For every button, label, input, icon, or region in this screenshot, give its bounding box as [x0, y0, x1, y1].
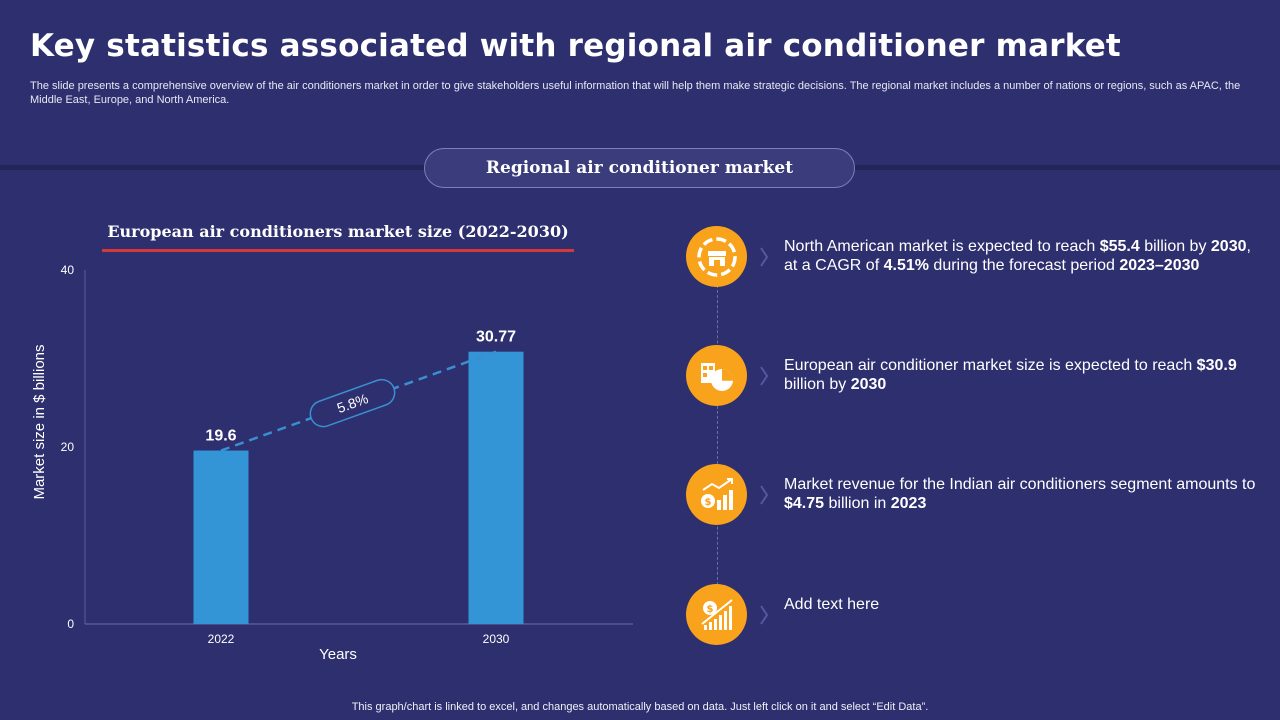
stat-highlight: 2023	[890, 495, 927, 512]
stat-text-part: North American market is expected to rea…	[784, 238, 1100, 255]
revenue-growth-icon: $	[686, 464, 747, 525]
stat-text: European air conditioner market size is …	[784, 356, 1264, 394]
x-axis-title: Years	[319, 646, 357, 663]
stat-highlight: $55.4	[1099, 238, 1140, 255]
chevron-right-icon	[760, 485, 769, 505]
stat-row-india: $ Market revenue for the Indian air cond…	[686, 464, 1266, 526]
x-tick-label: 2022	[208, 632, 235, 646]
x-tick-label: 2030	[483, 632, 510, 646]
stat-highlight: 4.51%	[883, 257, 929, 274]
dollar-growth-chart-icon: $	[686, 584, 747, 645]
stat-text: Market revenue for the Indian air condit…	[784, 475, 1264, 513]
chevron-right-icon	[760, 247, 769, 267]
stat-text-part: Market revenue for the Indian air condit…	[784, 476, 1256, 493]
stat-row-north-america: North American market is expected to rea…	[686, 226, 1266, 288]
stat-text-part: billion by	[784, 376, 851, 393]
data-label: 30.77	[476, 329, 516, 346]
stat-text: North American market is expected to rea…	[784, 237, 1264, 275]
chevron-right-icon	[760, 366, 769, 386]
svg-text:$: $	[704, 497, 711, 508]
growth-trend-line	[220, 350, 497, 452]
data-label: 19.6	[205, 428, 236, 445]
bar	[468, 351, 524, 624]
stat-row-europe: European air conditioner market size is …	[686, 345, 1266, 407]
chart-title: European air conditioners market size (2…	[107, 222, 569, 241]
y-tick-label: 40	[61, 263, 75, 277]
stat-highlight: $30.9	[1196, 357, 1237, 374]
chart-title-underline	[102, 249, 574, 252]
timeline-connector	[717, 285, 718, 585]
y-tick-label: 0	[67, 617, 74, 631]
stat-highlight: $4.75	[784, 495, 825, 512]
footer-note: This graph/chart is linked to excel, and…	[351, 701, 929, 713]
shop-icon	[686, 226, 747, 287]
stat-text-part: European air conditioner market size is …	[784, 357, 1197, 374]
chevron-right-icon	[760, 605, 769, 625]
svg-text:$: $	[706, 604, 713, 615]
pie-chart-icon	[686, 345, 747, 406]
cagr-pill	[309, 378, 396, 428]
stat-text: Add text here	[784, 595, 1264, 614]
section-heading: Regional air conditioner market	[424, 148, 855, 188]
stat-highlight: 2030	[1210, 238, 1247, 255]
stat-row-add-text: $ Add text here	[686, 584, 1266, 646]
bar-chart: 0 20 40 19.6 2022 30.77 2030 5.8% Years Market si…	[31, 263, 633, 663]
cagr-annotation: 5.8%	[309, 378, 396, 428]
stat-highlight: 2023–2030	[1119, 257, 1200, 274]
page-title: Key statistics associated with regional …	[30, 28, 1121, 64]
stat-text-part: billion by	[1139, 238, 1211, 255]
bar	[193, 450, 249, 624]
y-tick-label: 20	[61, 440, 75, 454]
stat-text-part: billion in	[824, 495, 891, 512]
stat-highlight: 2030	[850, 376, 887, 393]
page-description: The slide presents a comprehensive overv…	[30, 80, 1241, 106]
y-axis-title: Market size in $ billions	[31, 344, 48, 499]
stat-text-part: Add text here	[784, 596, 880, 613]
section-heading-label: Regional air conditioner market	[485, 158, 794, 178]
stat-text-part: during the forecast period	[928, 257, 1120, 274]
stat-text-part: , at a CAGR of	[784, 238, 1251, 274]
